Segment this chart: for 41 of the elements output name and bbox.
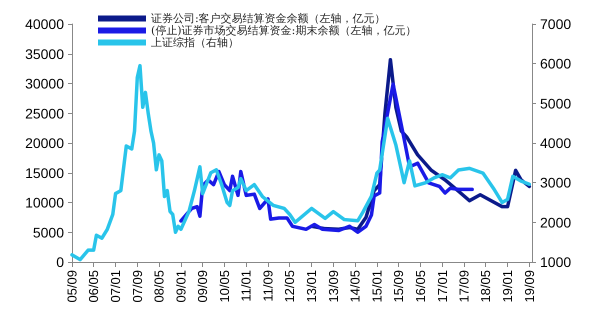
y-tick-label: 20000 (25, 135, 64, 151)
x-tick-label: 14/05 (347, 270, 362, 303)
y-tick-label: 35000 (25, 46, 64, 62)
y2-tick-label: 2000 (540, 214, 572, 230)
y2-tick-label: 6000 (540, 56, 572, 72)
x-tick-label: 09/09 (195, 270, 210, 303)
x-tick-label: 09/01 (173, 270, 188, 303)
y-tick-label: 15000 (25, 164, 64, 181)
x-tick-label: 07/01 (108, 270, 124, 303)
x-tick-label: 06/05 (86, 270, 102, 303)
x-tick-label: 13/01 (304, 270, 320, 303)
y-tick-label: 10000 (25, 194, 64, 210)
x-tick-label: 08/05 (152, 270, 167, 303)
y2-tick-label: 4000 (540, 135, 572, 151)
y-tick-label: 40000 (25, 16, 64, 32)
y-tick-label: 30000 (25, 76, 64, 92)
x-tick-label: 11/01 (238, 270, 254, 302)
x-tick-label: 17/09 (456, 270, 472, 303)
x-tick-label: 16/05 (412, 270, 428, 303)
y-tick-label: 5000 (32, 224, 64, 240)
x-tick-label: 05/09 (64, 270, 80, 303)
x-tick-label: 12/05 (282, 270, 298, 303)
legend-label: 上证综指（右轴） (151, 36, 239, 49)
legend-label: (停止)证券市场交易结算资金:期末余额（左轴，亿元） (151, 24, 416, 37)
y-tick-label: 0 (56, 254, 64, 270)
y-tick-label: 25000 (25, 105, 64, 122)
y2-tick-label: 5000 (540, 95, 572, 112)
x-tick-label: 10/05 (216, 270, 232, 303)
x-tick-label: 19/09 (522, 270, 537, 303)
y2-tick-label: 7000 (540, 16, 572, 32)
x-tick-label: 15/01 (369, 270, 384, 303)
y2-tick-label: 3000 (540, 174, 572, 191)
x-tick-label: 15/09 (391, 270, 406, 303)
legend-label: 证券公司:客户交易结算资金余额（左轴，亿元） (151, 12, 386, 25)
x-tick-label: 19/01 (500, 270, 516, 303)
x-tick-label: 18/05 (478, 270, 494, 303)
x-tick-label: 07/09 (130, 270, 145, 303)
x-tick-label: 11/09 (260, 270, 276, 302)
x-tick-label: 17/01 (434, 270, 450, 303)
x-tick-label: 13/09 (326, 270, 341, 303)
y2-tick-label: 1000 (540, 254, 572, 270)
